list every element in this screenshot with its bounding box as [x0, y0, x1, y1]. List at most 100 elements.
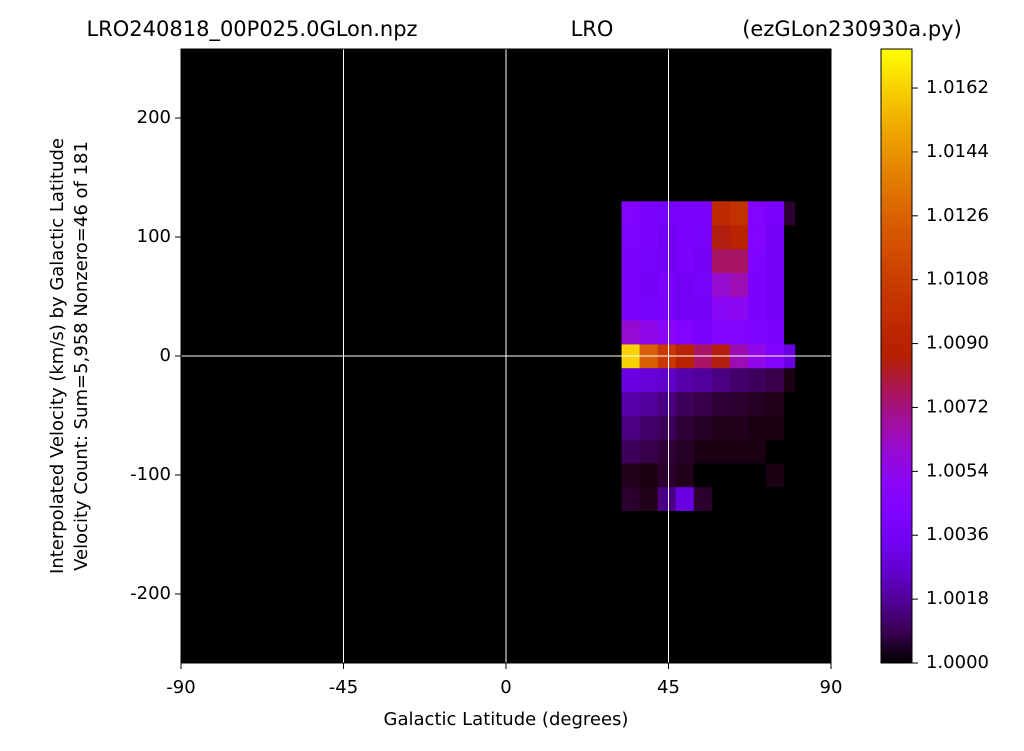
heatmap-cell — [675, 320, 695, 345]
heatmap-cell — [657, 439, 677, 464]
heatmap-cell — [747, 296, 767, 321]
title-left: LRO240818_00P025.0GLon.npz — [86, 17, 417, 42]
colorbar-tick-label: 1.0018 — [926, 588, 989, 609]
heatmap-cell — [693, 225, 713, 250]
heatmap-cell — [766, 367, 785, 392]
heatmap-cell — [784, 296, 796, 321]
heatmap-cell — [639, 225, 658, 250]
title-center: LRO — [571, 17, 614, 41]
y-tick-label: -100 — [130, 464, 171, 485]
heatmap-cell — [766, 439, 785, 464]
heatmap-cell — [675, 248, 695, 274]
heatmap-cell — [747, 415, 767, 440]
heatmap-cell — [621, 320, 640, 345]
heatmap-cell — [657, 486, 677, 511]
heatmap-cell — [693, 367, 713, 392]
heatmap-cell — [621, 486, 640, 511]
heatmap-cell — [711, 320, 731, 345]
heatmap-cell — [657, 296, 677, 321]
heatmap-cell — [657, 463, 677, 488]
x-tick-label: -45 — [329, 677, 358, 698]
heatmap-cell — [747, 248, 767, 274]
title-right: (ezGLon230930a.py) — [742, 17, 962, 41]
y-tick-label: -200 — [130, 583, 171, 604]
heatmap-cell — [639, 391, 658, 416]
x-tick-label: 90 — [820, 677, 843, 698]
heatmap-cell — [784, 248, 796, 274]
heatmap-cell — [693, 296, 713, 321]
heatmap-cell — [639, 296, 658, 321]
heatmap-cell — [766, 296, 785, 321]
heatmap-cell — [621, 463, 640, 488]
heatmap-cell — [784, 415, 796, 440]
heatmap-cell — [747, 225, 767, 250]
heatmap-cell — [766, 415, 785, 440]
heatmap-cell — [621, 391, 640, 416]
x-tick-label: 0 — [500, 677, 511, 698]
colorbar-tick-label: 1.0162 — [926, 77, 989, 98]
heatmap-cell — [711, 367, 731, 392]
x-tick-label: -90 — [166, 677, 195, 698]
heatmap-cell — [657, 201, 677, 226]
heatmap-cell — [729, 248, 749, 274]
heatmap-cell — [693, 486, 713, 511]
colorbar-tick-label: 1.0072 — [926, 396, 989, 417]
colorbar-tick-label: 1.0054 — [926, 460, 989, 481]
heatmap-cell — [621, 439, 640, 464]
heatmap-cell — [675, 367, 695, 392]
heatmap-cell — [639, 320, 658, 345]
heatmap-cell — [711, 248, 731, 274]
y-axis-label: Interpolated Velocity (km/s) by Galactic… — [47, 138, 68, 574]
heatmap-cell — [675, 415, 695, 440]
colorbar-tick-label: 1.0108 — [926, 269, 989, 290]
heatmap-cell — [711, 486, 731, 511]
heatmap-cell — [729, 272, 749, 297]
colorbar-tick-label: 1.0090 — [926, 333, 989, 354]
heatmap-cell — [747, 439, 767, 464]
heatmap-cell — [639, 367, 658, 392]
heatmap-cell — [621, 272, 640, 297]
heatmap-cell — [657, 391, 677, 416]
heatmap-cell — [784, 225, 796, 250]
heatmap-cell — [693, 463, 713, 488]
heatmap-cell — [711, 439, 731, 464]
heatmap-cell — [784, 272, 796, 297]
heatmap-cell — [729, 415, 749, 440]
heatmap-cell — [675, 272, 695, 297]
heatmap-cell — [639, 486, 658, 511]
heatmap-cell — [784, 201, 796, 226]
heatmap-cell — [711, 272, 731, 297]
heatmap-cell — [729, 367, 749, 392]
heatmap-cell — [747, 320, 767, 345]
heatmap-cell — [621, 367, 640, 392]
heatmap-cell — [693, 248, 713, 274]
x-axis-label: Galactic Latitude (degrees) — [384, 709, 629, 730]
heatmap-cell — [729, 486, 749, 511]
heatmap-cell — [621, 201, 640, 226]
heatmap-cell — [675, 439, 695, 464]
heatmap-cell — [729, 201, 749, 226]
heatmap-cell — [657, 272, 677, 297]
heatmap-cell — [639, 463, 658, 488]
heatmap-cell — [784, 391, 796, 416]
heatmap-cell — [657, 320, 677, 345]
heatmap-cell — [747, 272, 767, 297]
heatmap-cell — [621, 296, 640, 321]
y-tick-label: 0 — [160, 345, 171, 366]
heatmap-cell — [729, 225, 749, 250]
y-axis-label: Velocity Count: Sum=5,958 Nonzero=46 of … — [71, 141, 92, 571]
heatmap-cell — [784, 320, 796, 345]
heatmap-cell — [657, 415, 677, 440]
heatmap-cell — [747, 367, 767, 392]
colorbar-tick-label: 1.0036 — [926, 524, 989, 545]
heatmap-cell — [766, 391, 785, 416]
x-tick-label: 45 — [657, 677, 680, 698]
heatmap-cell — [711, 225, 731, 250]
heatmap-cell — [711, 415, 731, 440]
heatmap-cell — [766, 320, 785, 345]
y-tick-label: 100 — [137, 226, 171, 247]
heatmap-cell — [747, 201, 767, 226]
heatmap-cell — [675, 391, 695, 416]
heatmap-cell — [639, 201, 658, 226]
